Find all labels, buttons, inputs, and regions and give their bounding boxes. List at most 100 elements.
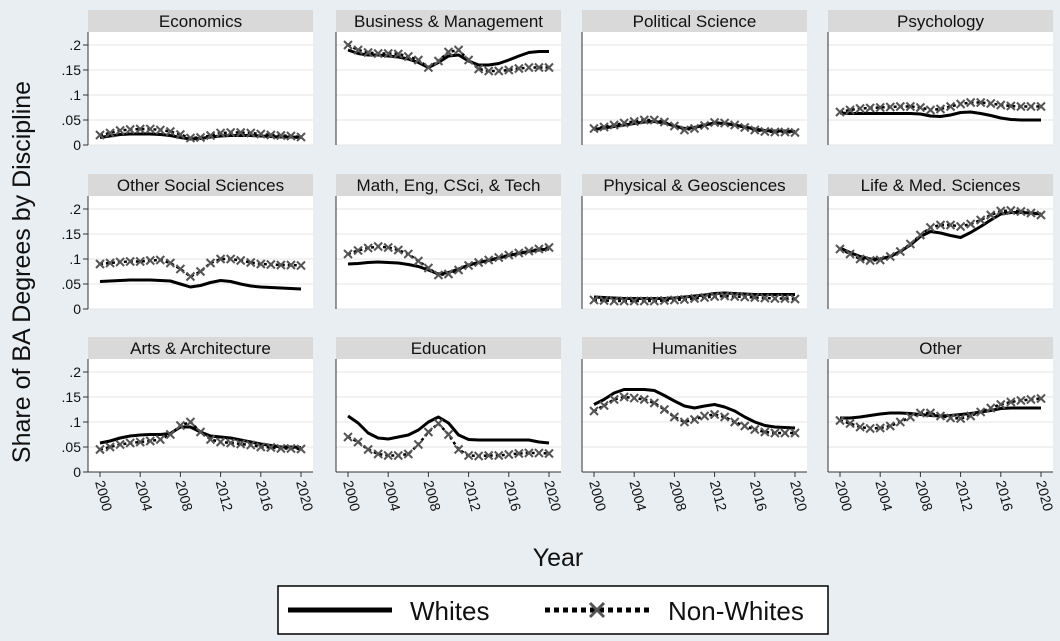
y-tick-label: .05 [62,112,82,128]
series-marker-non-whites [534,244,544,254]
series-marker-non-whites [514,448,524,459]
series-marker-non-whites [544,448,554,459]
series-marker-non-whites [95,259,105,269]
series-marker-non-whites [225,438,236,448]
legend: Whites Non-Whites [277,585,829,635]
series-marker-non-whites [413,256,424,266]
series-marker-non-whites [125,124,135,135]
series-marker-non-whites [975,215,986,225]
series-marker-non-whites [955,413,966,424]
series-marker-non-whites [135,437,145,447]
series-marker-non-whites [885,102,895,112]
y-tick-label: .2 [69,201,81,217]
series-marker-non-whites [246,128,256,138]
series-marker-non-whites [905,101,916,112]
series-marker-non-whites [619,392,629,402]
series-marker-non-whites [905,239,916,249]
series-marker-non-whites [483,66,494,76]
series-marker-non-whites [413,55,424,65]
series-marker-non-whites [195,266,206,277]
series-marker-non-whites [1006,397,1016,407]
y-tick-label: 0 [73,301,81,317]
series-marker-non-whites [1006,101,1016,111]
series-marker-non-whites [659,404,670,415]
series-marker-non-whites [1026,394,1036,405]
series-marker-non-whites [609,296,619,306]
plot-area [88,359,313,472]
series-marker-non-whites [473,451,484,461]
series-marker-non-whites [504,449,514,460]
panel-other-social-sciences: Other Social Sciences 0 .05 .1 .15 .2 [62,174,313,317]
series-marker-non-whites [945,413,956,423]
series-marker-non-whites [353,437,363,447]
series-marker-non-whites [514,63,524,74]
series-marker-non-whites [524,62,534,73]
series-marker-non-whites [1016,206,1026,217]
series-marker-non-whites [835,415,845,426]
series-marker-non-whites [875,102,885,113]
series-marker-non-whites [453,265,464,275]
series-marker-non-whites [175,420,186,431]
series-marker-non-whites [699,120,710,131]
series-marker-non-whites [463,260,474,271]
series-marker-non-whites [95,130,105,140]
series-marker-non-whites [965,411,976,421]
series-marker-non-whites [443,47,454,57]
series-marker-non-whites [895,417,906,427]
series-marker-non-whites [885,251,895,262]
series-marker-non-whites [145,436,155,446]
series-marker-non-whites [205,130,216,141]
series-marker-non-whites [383,450,393,461]
legend-box [277,585,829,635]
series-marker-non-whites [895,246,906,257]
series-marker-non-whites [935,220,946,230]
series-marker-non-whites [483,450,494,461]
series-marker-non-whites [669,412,680,422]
series-marker-non-whites [780,428,790,438]
series-marker-non-whites [463,450,474,461]
series-marker-non-whites [750,292,760,303]
series-marker-non-whites [1026,208,1036,218]
panel-header [828,337,1053,359]
plot-area [582,196,807,309]
series-marker-non-whites [689,293,700,304]
panel-header [582,174,807,196]
series-marker-non-whites [393,450,403,461]
series-marker-non-whites [1026,101,1036,112]
legend-label-whites: Whites [410,596,489,626]
series-marker-non-whites [235,439,246,449]
series-marker-non-whites [915,230,926,240]
series-marker-non-whites [965,97,976,108]
series-marker-non-whites [659,295,670,306]
series-marker-non-whites [589,295,599,305]
series-marker-non-whites [383,242,393,253]
series-marker-non-whites [780,127,790,137]
panel-title: Business & Management [354,12,543,31]
series-marker-non-whites [215,437,226,447]
series-marker-non-whites [155,255,166,265]
series-marker-non-whites [689,123,700,134]
series-marker-non-whites [215,128,226,138]
panel-title: Other [919,339,962,358]
series-marker-non-whites [296,260,306,271]
series-marker-non-whites [986,403,996,413]
series-marker-non-whites [629,393,639,403]
series-marker-non-whites [996,206,1006,216]
series-marker-non-whites [494,66,504,76]
x-tick-label: 2020 [293,479,317,513]
series-marker-non-whites [135,124,145,134]
series-marker-non-whites [256,129,266,139]
x-tick-label: 2004 [380,479,404,513]
panel-physical-geosciences: Physical & Geosciences [581,174,807,310]
series-marker-non-whites [629,116,639,127]
series-marker-non-whites [225,254,236,264]
series-marker-non-whites [609,394,619,405]
panel-economics: Economics 0 .05 .1 .15 .2 [62,10,313,153]
series-marker-non-whites [835,244,845,254]
panel-title: Psychology [897,12,984,31]
series-marker-non-whites [915,102,926,113]
series-marker-non-whites [286,443,296,454]
x-tick-label: 2020 [1033,479,1057,513]
panel-header [88,10,313,32]
series-marker-non-whites [996,399,1006,410]
